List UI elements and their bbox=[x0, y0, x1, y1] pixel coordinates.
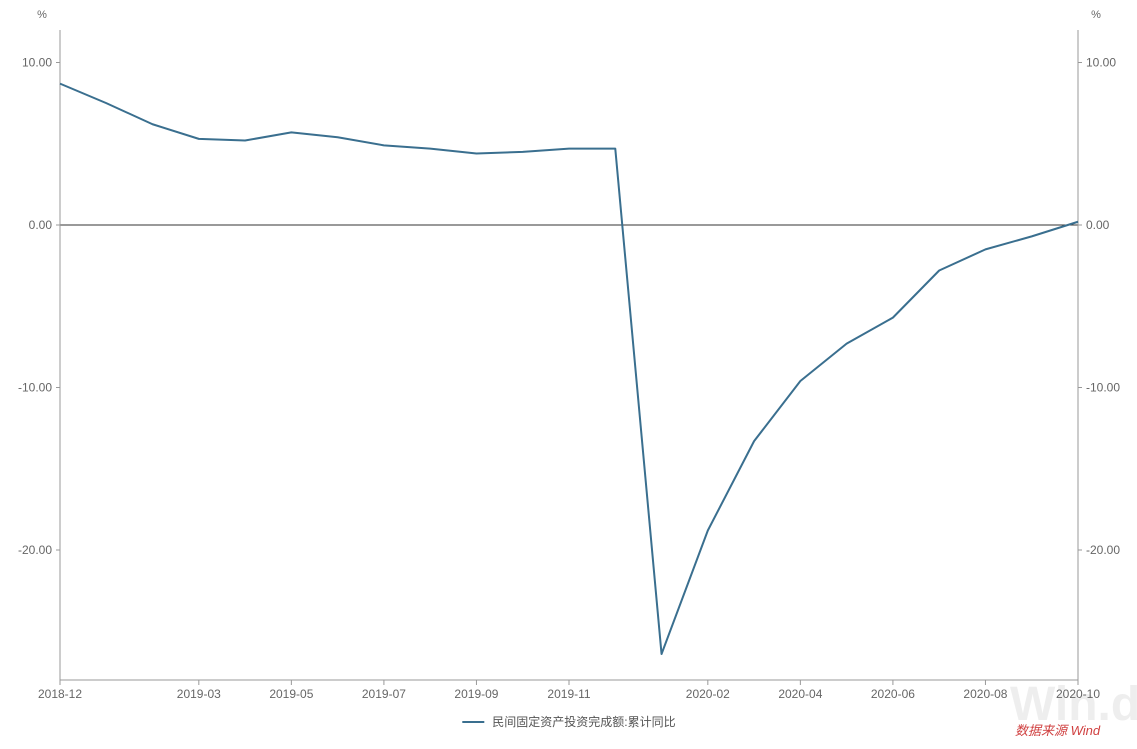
legend: 民间固定资产投资完成额:累计同比 bbox=[462, 714, 675, 729]
x-tick-label: 2018-12 bbox=[38, 687, 82, 701]
x-tick-label: 2020-08 bbox=[963, 687, 1007, 701]
x-tick-label: 2020-04 bbox=[778, 687, 822, 701]
y-tick-label-left: -10.00 bbox=[18, 381, 52, 395]
y-tick-label-right: 10.00 bbox=[1086, 56, 1116, 70]
x-tick-label: 2019-11 bbox=[547, 687, 590, 701]
x-tick-label: 2020-10 bbox=[1056, 687, 1100, 701]
source-label: 数据来源 Wind bbox=[1015, 723, 1101, 738]
y-unit-label-left: % bbox=[37, 9, 47, 21]
line-chart: Win.d10.0010.000.000.00-10.00-10.00-20.0… bbox=[0, 0, 1137, 749]
y-tick-label-right: -20.00 bbox=[1086, 543, 1120, 557]
y-unit-label-right: % bbox=[1091, 9, 1101, 21]
legend-label: 民间固定资产投资完成额:累计同比 bbox=[492, 714, 675, 729]
y-tick-label-left: 0.00 bbox=[29, 218, 53, 232]
x-tick-label: 2020-02 bbox=[686, 687, 730, 701]
x-tick-label: 2019-03 bbox=[177, 687, 221, 701]
y-tick-label-left: -20.00 bbox=[18, 543, 52, 557]
y-tick-label-right: 0.00 bbox=[1086, 218, 1110, 232]
y-tick-label-right: -10.00 bbox=[1086, 381, 1120, 395]
x-tick-label: 2020-06 bbox=[871, 687, 915, 701]
x-tick-label: 2019-05 bbox=[269, 687, 313, 701]
x-tick-label: 2019-07 bbox=[362, 687, 406, 701]
chart-container: Win.d10.0010.000.000.00-10.00-10.00-20.0… bbox=[0, 0, 1137, 749]
x-tick-label: 2019-09 bbox=[454, 687, 498, 701]
y-tick-label-left: 10.00 bbox=[22, 56, 52, 70]
